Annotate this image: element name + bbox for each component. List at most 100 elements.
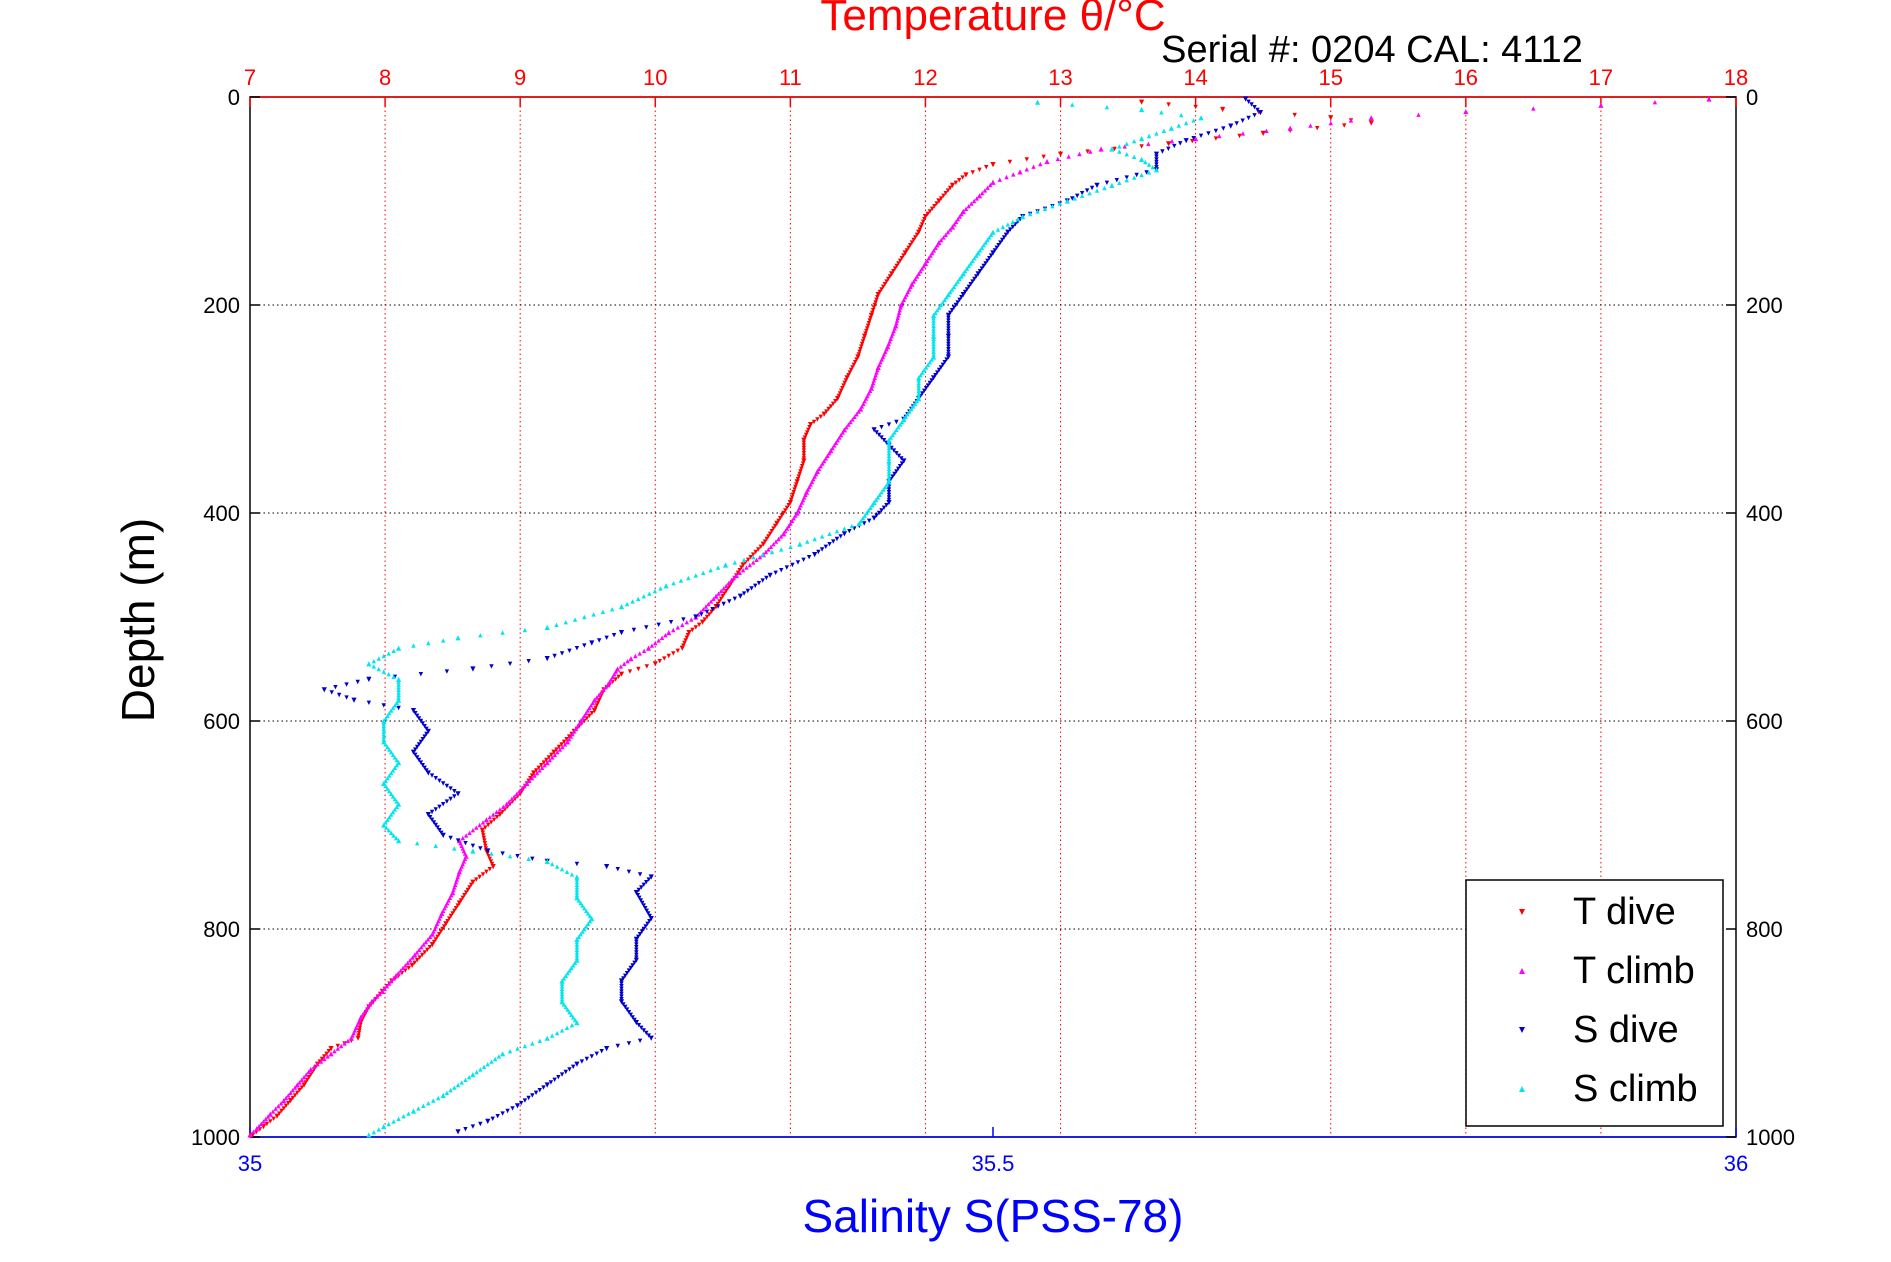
data-point: [453, 906, 459, 911]
data-point: [1172, 143, 1177, 149]
data-point: [589, 640, 595, 646]
data-point: [414, 958, 420, 963]
data-point: [797, 471, 802, 477]
data-point: [682, 640, 687, 646]
data-point: [1292, 112, 1297, 118]
data-point: [436, 1095, 441, 1101]
data-point: [799, 466, 804, 471]
data-point: [951, 305, 957, 310]
data-point: [367, 1002, 372, 1007]
data-point: [618, 664, 624, 669]
data-point: [306, 1069, 311, 1075]
data-point: [1085, 149, 1090, 154]
data-point: [881, 505, 887, 510]
data-point: [847, 370, 853, 375]
data-point: [946, 341, 951, 347]
data-point: [711, 596, 716, 601]
data-point: [589, 1054, 594, 1059]
data-point: [866, 508, 871, 513]
data-point: [933, 245, 938, 250]
data-point: [911, 237, 916, 243]
data-point: [425, 937, 431, 942]
data-point: [326, 1049, 332, 1054]
data-point: [936, 198, 942, 204]
data-point: [930, 333, 937, 339]
data-point: [897, 308, 902, 313]
data-point: [641, 648, 647, 653]
data-point: [898, 302, 904, 308]
data-point: [641, 882, 646, 887]
axis-ticks: 7 8 9 10 11 12 13 14 15 16 17 18 35 35.5 36 0 0 200 200 400…: [191, 65, 1795, 1176]
data-point: [1154, 131, 1159, 136]
data-point: [580, 716, 585, 721]
data-point: [420, 737, 425, 742]
data-point: [647, 591, 652, 596]
data-point: [638, 898, 644, 903]
data-point: [827, 542, 832, 547]
data-point: [879, 425, 884, 430]
data-point: [745, 588, 751, 594]
data-point: [897, 258, 903, 263]
data-point: [616, 674, 621, 679]
data-point: [567, 1010, 572, 1015]
data-point: [544, 624, 550, 630]
temperature-tick-label: 7: [244, 65, 256, 90]
data-point: [372, 997, 377, 1002]
data-point: [944, 295, 949, 300]
data-point: [648, 1035, 654, 1041]
data-point: [1328, 120, 1333, 126]
data-point: [1124, 152, 1129, 157]
data-point: [297, 1080, 302, 1085]
data-point: [582, 906, 587, 911]
data-point: [407, 958, 413, 963]
data-point: [386, 1121, 391, 1127]
data-point: [922, 217, 927, 222]
data-point: [931, 331, 936, 336]
data-point: [355, 679, 360, 685]
data-point: [588, 703, 594, 708]
data-point: [386, 828, 391, 833]
data-point: [916, 383, 921, 388]
data-point: [940, 300, 946, 305]
data-point: [784, 526, 790, 531]
data-point: [908, 243, 913, 248]
data-point: [805, 430, 810, 435]
data-point: [831, 539, 836, 544]
data-point: [392, 807, 398, 812]
data-point: [500, 1111, 505, 1116]
data-point: [470, 879, 476, 885]
data-point: [795, 560, 801, 565]
data-point: [626, 869, 632, 874]
data-point: [422, 765, 427, 770]
data-point: [666, 653, 671, 659]
data-point: [786, 503, 791, 508]
data-point: [843, 378, 849, 383]
data-point: [886, 443, 892, 448]
data-point: [874, 430, 879, 435]
data-point: [636, 666, 641, 672]
data-point: [983, 261, 988, 266]
data-point: [894, 263, 899, 269]
data-point: [671, 581, 676, 586]
data-point: [1246, 115, 1251, 121]
data-point: [696, 622, 702, 627]
data-point: [1005, 229, 1011, 235]
data-point: [425, 947, 430, 952]
data-point: [1139, 136, 1145, 142]
data-point: [477, 822, 482, 828]
data-point: [639, 929, 645, 934]
data-point: [921, 219, 926, 224]
data-point: [552, 1077, 557, 1082]
data-point: [579, 1059, 585, 1064]
data-point: [957, 297, 962, 302]
legend-box: [1465, 879, 1724, 1127]
data-point: [1240, 131, 1246, 136]
data-point: [1124, 178, 1129, 183]
data-point: [860, 339, 866, 344]
data-point: [433, 776, 438, 781]
data-point: [478, 1067, 483, 1072]
data-point: [779, 513, 785, 518]
data-point: [267, 1111, 273, 1117]
data-point: [559, 1028, 565, 1033]
